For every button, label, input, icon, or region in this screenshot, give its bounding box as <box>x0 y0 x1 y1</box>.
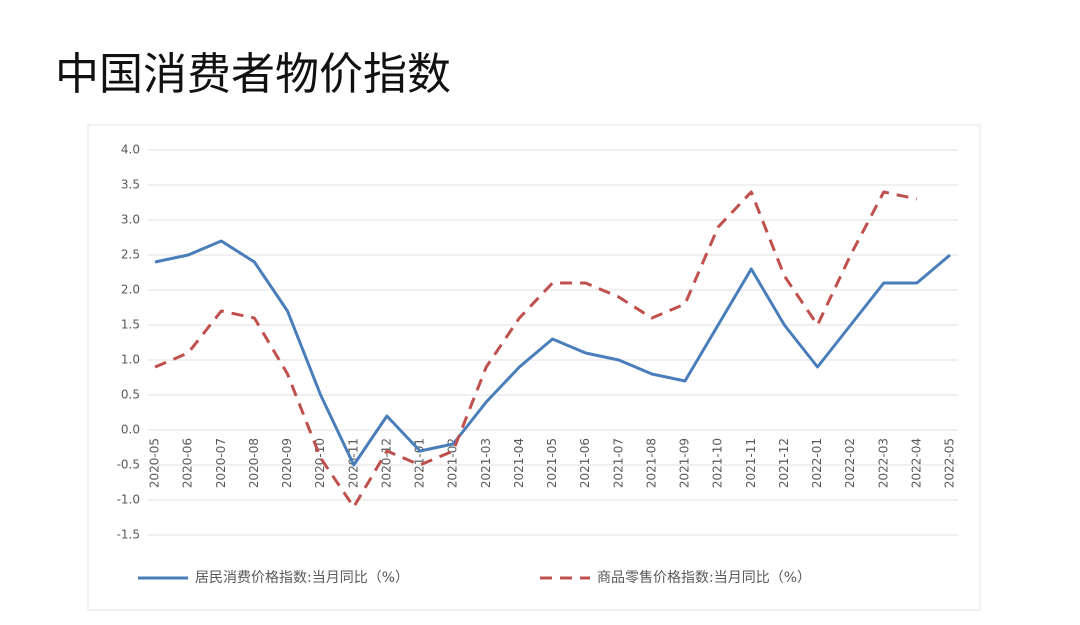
y-tick-label: 3.5 <box>121 178 140 192</box>
x-tick-label: 2020-12 <box>379 438 393 488</box>
x-tick-label: 2020-09 <box>280 438 294 488</box>
slide-title: 中国消费者物价指数 <box>55 49 451 100</box>
y-tick-label: 1.0 <box>121 353 140 367</box>
y-tick-label: 0.0 <box>121 423 140 437</box>
y-tick-label: 3.0 <box>121 213 140 227</box>
y-tick-label: -0.5 <box>117 458 140 472</box>
data-line <box>154 239 951 467</box>
y-tick-label: 4.0 <box>121 143 140 157</box>
y-tick-label: 1.5 <box>121 318 140 332</box>
x-tick-label: 2021-06 <box>578 438 592 488</box>
x-tick-label: 2020-06 <box>181 438 195 488</box>
legend-label: 居民消费价格指数:当月同比（%） <box>195 570 409 586</box>
x-tick-label: 2022-04 <box>909 438 923 488</box>
data-line <box>154 190 918 509</box>
x-tick-label: 2021-05 <box>545 438 559 488</box>
chart-frame <box>87 124 981 611</box>
y-tick-label: 0.5 <box>121 388 140 402</box>
x-tick-label: 2020-07 <box>214 438 228 488</box>
x-tick-label: 2021-07 <box>611 438 625 488</box>
x-tick-label: 2022-03 <box>876 438 890 488</box>
x-tick-label: 2021-08 <box>644 438 658 488</box>
y-tick-label: -1.0 <box>117 493 140 507</box>
x-tick-label: 2022-02 <box>843 438 857 488</box>
y-tick-label: 2.0 <box>121 283 140 297</box>
x-tick-label: 2021-03 <box>479 438 493 488</box>
y-tick-label: -1.5 <box>117 528 140 542</box>
y-tick-label: 2.5 <box>121 248 140 262</box>
x-tick-label: 2022-05 <box>943 438 957 488</box>
x-tick-label: 2020-05 <box>148 438 162 488</box>
x-tick-label: 2020-08 <box>247 438 261 488</box>
x-tick-label: 2021-09 <box>678 438 692 488</box>
legend-label: 商品零售价格指数:当月同比（%） <box>597 570 811 586</box>
x-tick-label: 2021-10 <box>711 438 725 488</box>
x-tick-label: 2022-01 <box>810 438 824 488</box>
x-tick-label: 2021-04 <box>512 438 526 488</box>
x-tick-label: 2021-12 <box>777 438 791 488</box>
x-tick-label: 2021-02 <box>446 438 460 488</box>
x-tick-label: 2021-11 <box>744 438 758 488</box>
